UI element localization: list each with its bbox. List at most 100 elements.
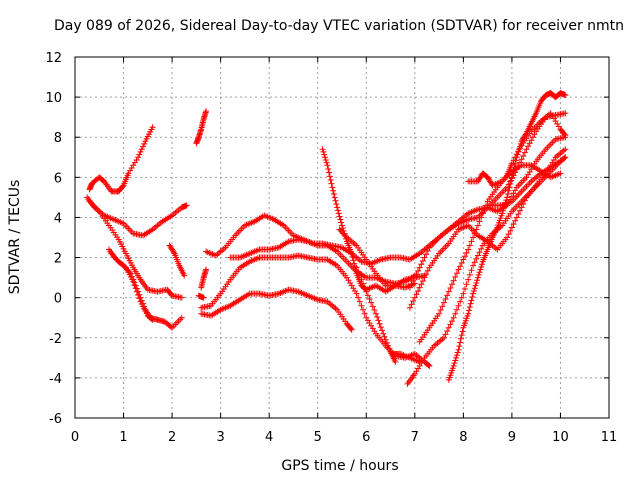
data-point — [466, 271, 473, 278]
data-point — [413, 271, 420, 278]
data-point — [331, 194, 338, 201]
data-point — [483, 202, 490, 209]
data-point — [463, 281, 470, 288]
data-point — [324, 162, 331, 169]
chart-title: Day 089 of 2026, Sidereal Day-to-day VTE… — [54, 18, 624, 34]
data-point — [141, 140, 148, 147]
data-point — [353, 264, 360, 271]
data-point — [562, 146, 569, 153]
data-point — [504, 191, 511, 198]
data-point — [453, 354, 460, 361]
data-point — [470, 287, 477, 294]
data-point — [453, 270, 460, 277]
y-tick-label: 12 — [45, 51, 62, 66]
data-point — [170, 249, 177, 256]
series-23 — [465, 162, 564, 189]
x-tick-label: 3 — [216, 430, 224, 445]
data-point — [458, 332, 465, 339]
data-point — [136, 151, 143, 158]
data-point — [418, 281, 425, 288]
data-point — [333, 201, 340, 208]
data-point — [466, 304, 473, 311]
data-point — [337, 216, 344, 223]
data-point — [418, 261, 425, 268]
data-point — [453, 306, 460, 313]
data-point — [451, 360, 458, 367]
data-point — [508, 224, 515, 231]
data-point — [421, 274, 428, 281]
data-point — [339, 222, 345, 229]
data-point — [458, 294, 465, 301]
series-10 — [203, 134, 569, 267]
data-point — [413, 291, 420, 298]
data-point — [322, 154, 329, 161]
series-24 — [489, 158, 564, 209]
data-point — [374, 314, 381, 321]
data-point — [514, 151, 521, 158]
data-point — [507, 181, 514, 188]
data-point — [320, 148, 327, 155]
data-point — [510, 221, 517, 228]
data-point — [327, 177, 334, 184]
data-point — [426, 362, 433, 369]
data-point — [520, 152, 527, 159]
data-point — [474, 222, 481, 229]
data-point — [353, 290, 360, 297]
data-point — [531, 131, 538, 138]
series-13 — [198, 252, 433, 369]
series-7 — [193, 108, 210, 147]
data-point — [137, 148, 144, 155]
y-tick-label: 10 — [45, 91, 62, 106]
data-point — [466, 242, 473, 249]
data-point — [423, 251, 430, 258]
data-point — [377, 324, 384, 331]
data-point — [469, 293, 476, 300]
data-point — [440, 299, 447, 306]
data-point — [450, 277, 457, 284]
series-12 — [198, 286, 355, 333]
data-point — [525, 143, 532, 150]
x-tick-label: 1 — [119, 430, 127, 445]
data-point — [203, 266, 210, 273]
data-point — [458, 259, 465, 266]
data-point — [351, 260, 358, 267]
data-point — [131, 281, 138, 288]
data-point — [149, 316, 156, 323]
data-point — [444, 292, 451, 299]
data-point — [330, 191, 337, 198]
data-point — [523, 146, 530, 153]
series-6 — [166, 242, 188, 279]
data-point — [520, 201, 527, 208]
data-point — [518, 156, 525, 163]
data-point — [334, 204, 341, 211]
data-point — [562, 154, 569, 161]
data-point — [355, 268, 362, 275]
data-point — [512, 187, 519, 194]
data-point — [375, 317, 382, 324]
data-point — [478, 245, 485, 252]
data-point — [472, 282, 479, 289]
data-point — [425, 362, 432, 369]
data-point — [478, 214, 485, 221]
data-point — [471, 259, 478, 266]
data-point — [450, 362, 457, 369]
data-point — [449, 281, 456, 288]
data-point — [416, 284, 423, 291]
data-point — [481, 206, 488, 213]
data-point — [386, 345, 393, 352]
data-point — [463, 249, 470, 256]
x-tick-label: 7 — [411, 430, 419, 445]
data-point — [513, 154, 520, 161]
data-point — [415, 267, 422, 274]
data-point — [415, 287, 422, 294]
data-point — [517, 207, 523, 214]
data-point — [410, 277, 417, 284]
data-point — [382, 336, 389, 343]
data-point — [366, 296, 373, 303]
data-point — [515, 148, 522, 155]
data-point — [423, 271, 430, 278]
data-point — [437, 307, 444, 314]
data-point — [321, 151, 328, 158]
data-point — [474, 252, 481, 259]
